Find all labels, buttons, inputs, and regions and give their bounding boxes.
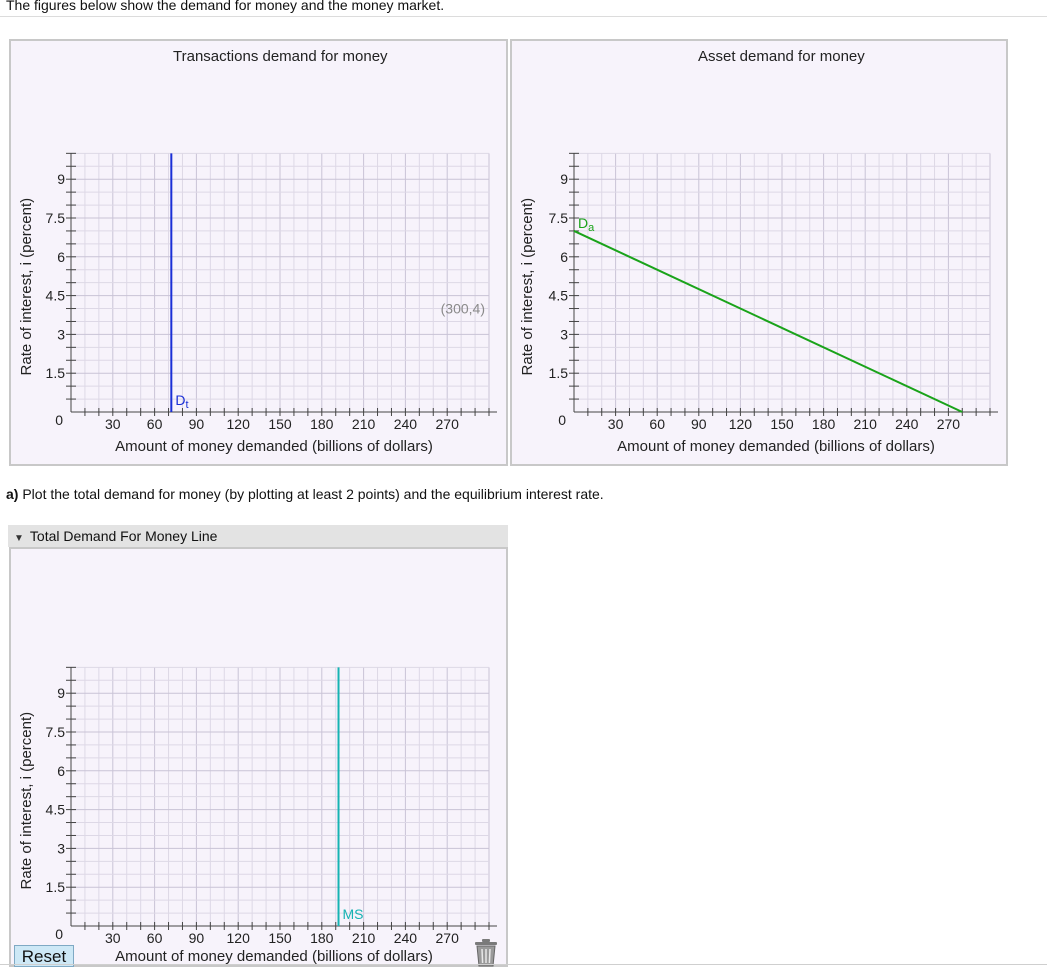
x-tick-label: 60 bbox=[147, 416, 163, 432]
x-tick-label: 210 bbox=[854, 416, 878, 432]
transactions-demand-graph[interactable]: 30 60 90 120 150 180 210 240 270 1.5 3 4.5 6 7.5 9 0 Amo… bbox=[9, 39, 508, 466]
y-tick-label: 7.5 bbox=[46, 724, 66, 740]
origin-label: 0 bbox=[558, 412, 566, 428]
y-tick-label: 4.5 bbox=[46, 802, 66, 818]
chart-svg: 30 60 90 120 150 180 210 240 2701.534.567.590Amo… bbox=[519, 48, 998, 455]
series-line-da bbox=[573, 230, 963, 413]
x-tick-label: 240 bbox=[394, 930, 418, 946]
y-axis-label: Rate of interest, i (percent) bbox=[519, 198, 536, 376]
y-tick-label: 9 bbox=[560, 171, 568, 187]
divider bbox=[0, 16, 1047, 17]
origin-label: 0 bbox=[55, 412, 63, 428]
grid bbox=[70, 666, 490, 927]
question-text: a) Plot the total demand for money (by p… bbox=[6, 486, 604, 502]
x-tick-label: 30 bbox=[608, 416, 624, 432]
x-tick-label: 30 bbox=[105, 930, 121, 946]
chart-title: Transactions demand for money bbox=[173, 48, 388, 65]
x-axis-label: Amount of money demanded (billions of do… bbox=[617, 438, 935, 455]
x-tick-label: 120 bbox=[227, 416, 251, 432]
annotation-label: (300,4) bbox=[441, 301, 485, 317]
y-tick-label: 6 bbox=[57, 763, 65, 779]
question-prefix: a) bbox=[6, 486, 19, 502]
x-tick-label: 150 bbox=[268, 416, 292, 432]
caret-down-icon: ▼ bbox=[14, 533, 24, 544]
divider bbox=[0, 964, 1047, 965]
x-axis-label: Amount of money demanded (billions of do… bbox=[115, 438, 433, 455]
total-demand-graph[interactable]: 30 60 90 120 150 180 210 240 270 1.5 3 4.5 6 7.5 9 0 Amo… bbox=[9, 547, 508, 967]
section-label: Total Demand For Money Line bbox=[29, 528, 218, 544]
x-axis-label: Amount of money demanded (billions of do… bbox=[115, 948, 433, 965]
x-tick-label: 270 bbox=[436, 416, 460, 432]
x-tick-label: 60 bbox=[649, 416, 665, 432]
y-tick-label: 1.5 bbox=[46, 879, 66, 895]
x-tick-label: 180 bbox=[310, 416, 334, 432]
trash-can-icon[interactable] bbox=[472, 938, 500, 967]
x-tick-label: 210 bbox=[352, 416, 376, 432]
y-tick-label: 9 bbox=[57, 685, 65, 701]
x-tick-label: 120 bbox=[729, 416, 753, 432]
y-tick-label: 9 bbox=[57, 171, 65, 187]
y-tick-label: 7.5 bbox=[46, 210, 66, 226]
asset-demand-graph[interactable]: 30 60 90 120 150 180 210 240 270 1.5 3 4.5 6 7.5 9 0 Amo… bbox=[510, 39, 1008, 466]
x-tick-label: 60 bbox=[147, 930, 163, 946]
y-tick-label: 1.5 bbox=[549, 365, 569, 381]
intro-text: The figures below show the demand for mo… bbox=[6, 0, 445, 13]
question-body: Plot the total demand for money (by plot… bbox=[18, 486, 604, 502]
y-tick-label: 3 bbox=[560, 326, 568, 342]
y-tick-label: 6 bbox=[57, 249, 65, 265]
series-label-dt: Dt bbox=[175, 392, 188, 411]
y-axis-label: Rate of interest, i (percent) bbox=[18, 198, 35, 376]
y-tick-label: 7.5 bbox=[549, 210, 569, 226]
x-tick-label: 90 bbox=[189, 416, 205, 432]
series-label-da: Da bbox=[578, 215, 595, 234]
x-tick-label: 180 bbox=[310, 930, 334, 946]
x-tick-label: 270 bbox=[937, 416, 961, 432]
x-tick-label: 120 bbox=[227, 930, 251, 946]
x-tick-label: 210 bbox=[352, 930, 376, 946]
x-tick-label: 180 bbox=[812, 416, 836, 432]
x-tick-label: 150 bbox=[268, 930, 292, 946]
grid bbox=[70, 152, 490, 413]
x-tick-label: 270 bbox=[436, 930, 460, 946]
y-tick-label: 4.5 bbox=[46, 288, 66, 304]
chart-svg: 30 60 90 120 150 180 210 240 2701.534.567.590Amo… bbox=[18, 666, 497, 965]
grid bbox=[573, 152, 991, 413]
y-axis-label: Rate of interest, i (percent) bbox=[18, 712, 35, 890]
chart-title: Asset demand for money bbox=[698, 48, 865, 65]
chart-svg: 30 60 90 120 150 180 210 240 2701.534.567.590Amo… bbox=[18, 48, 497, 455]
x-tick-label: 240 bbox=[895, 416, 919, 432]
x-tick-label: 240 bbox=[394, 416, 418, 432]
series-label-ms: MS bbox=[343, 906, 364, 922]
x-tick-label: 30 bbox=[105, 416, 121, 432]
y-tick-label: 3 bbox=[57, 840, 65, 856]
origin-label: 0 bbox=[55, 926, 63, 942]
x-tick-label: 90 bbox=[691, 416, 707, 432]
y-tick-label: 3 bbox=[57, 326, 65, 342]
x-tick-label: 90 bbox=[189, 930, 205, 946]
y-tick-label: 4.5 bbox=[549, 288, 569, 304]
x-tick-label: 150 bbox=[770, 416, 794, 432]
section-toggle-total-demand[interactable]: ▼ Total Demand For Money Line bbox=[8, 525, 508, 547]
y-tick-label: 1.5 bbox=[46, 365, 66, 381]
y-tick-label: 6 bbox=[560, 249, 568, 265]
